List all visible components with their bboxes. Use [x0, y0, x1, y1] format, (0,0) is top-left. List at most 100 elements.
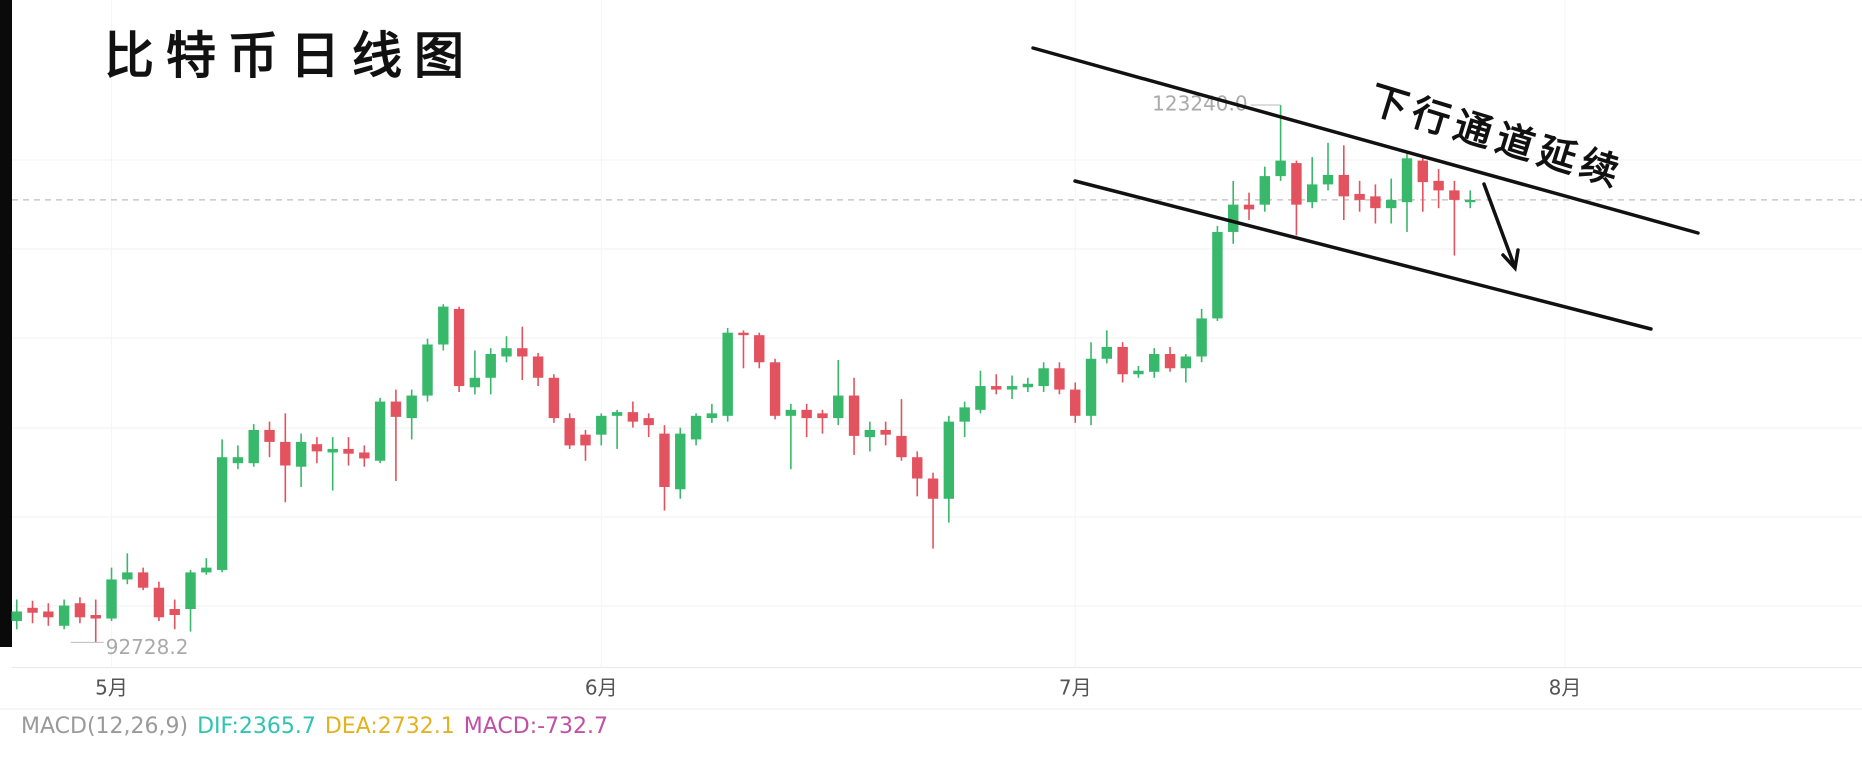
candle-body — [1275, 160, 1286, 177]
candle-body — [1243, 204, 1255, 210]
candle-body — [153, 587, 165, 618]
grid — [12, 159, 1862, 607]
x-tick-label: 8月 — [1549, 676, 1582, 700]
channel — [1031, 46, 1700, 331]
candle-body — [327, 448, 338, 453]
candle-body — [248, 429, 259, 464]
candle-body — [169, 609, 180, 616]
indicator-value: DIF:2365.7 — [197, 714, 316, 739]
candle-body — [90, 615, 101, 619]
candle-body — [232, 457, 244, 464]
candle-body — [548, 377, 560, 419]
candle-body — [943, 421, 955, 499]
indicator-value: DEA:2732.1 — [325, 714, 455, 739]
candle-body — [611, 412, 623, 416]
candle-body — [1164, 354, 1176, 369]
candle-body — [422, 344, 433, 396]
candle-body — [1307, 184, 1318, 203]
candle-body — [959, 407, 970, 422]
channel-upper — [1031, 46, 1700, 235]
candle-body — [1449, 190, 1460, 200]
candle-body — [896, 435, 907, 458]
candle-body — [517, 348, 528, 357]
candle-body — [485, 354, 496, 378]
candle-body — [1101, 346, 1113, 359]
arrow-shaft — [1482, 182, 1516, 267]
candle-body — [532, 356, 544, 378]
candle-body — [453, 308, 465, 387]
candle-body — [564, 418, 575, 446]
candle-body — [1196, 318, 1207, 357]
candle-body — [185, 572, 196, 610]
candle-body — [912, 457, 923, 479]
candle-body — [390, 401, 402, 417]
candle-body — [833, 395, 844, 419]
candle-body — [785, 409, 797, 416]
candle-body — [1464, 199, 1476, 203]
candle-body — [643, 418, 654, 426]
candle-body — [580, 434, 591, 446]
indicator-name: MACD(12,26,9) — [21, 714, 188, 739]
candle-body — [596, 415, 607, 435]
candle-body — [1338, 174, 1350, 197]
candle-body — [1212, 231, 1223, 319]
candle-body — [216, 457, 228, 570]
candle-body — [201, 567, 212, 573]
candle-body — [706, 413, 718, 419]
candle-body — [817, 413, 828, 419]
candle-body — [769, 362, 781, 416]
candle-body — [501, 348, 512, 357]
candle-body — [864, 429, 876, 438]
candle-body — [1180, 356, 1192, 369]
candle-body — [438, 306, 449, 345]
candle-body — [738, 332, 749, 336]
candle-body — [58, 605, 70, 626]
candle-body — [1022, 383, 1034, 388]
screen-edge — [0, 0, 12, 647]
candle-body — [1006, 386, 1018, 390]
arrow-head — [1501, 248, 1520, 272]
indicator-value: MACD:-732.7 — [464, 714, 608, 739]
candle-body — [122, 572, 133, 580]
x-tick-label: 7月 — [1059, 676, 1092, 700]
candle-body — [264, 429, 275, 442]
candle-body — [1228, 204, 1239, 232]
candle-body — [848, 395, 860, 436]
candle-body — [359, 452, 370, 459]
candle-body — [469, 377, 481, 388]
candle-body — [1070, 389, 1081, 416]
channel-lower — [1073, 179, 1653, 331]
candle-body — [311, 444, 323, 452]
candle-body — [374, 401, 386, 461]
candle-body — [1149, 354, 1160, 372]
candle-body — [1085, 358, 1097, 416]
candle-body — [1038, 368, 1049, 387]
x-tick-label: 5月 — [95, 676, 128, 700]
candle-body — [627, 412, 639, 422]
candle-body — [1370, 196, 1381, 209]
indicator-legend: MACD(12,26,9) DIF:2365.7 DEA:2732.1 MACD:-7… — [21, 714, 608, 739]
candle-body — [1322, 174, 1334, 185]
candle-body — [1385, 199, 1397, 209]
chart-title: 比特币日线图 — [104, 26, 476, 85]
candle-body — [1117, 346, 1128, 375]
candle-body — [27, 607, 38, 613]
candle-body — [690, 415, 702, 440]
candle-body — [1433, 180, 1444, 191]
candle-body — [74, 603, 86, 618]
candle-body — [754, 335, 765, 363]
x-tick-label: 6月 — [585, 676, 618, 700]
candle-body — [1054, 368, 1065, 390]
candle-body — [1401, 158, 1413, 203]
extreme-label: 92728.2 — [106, 635, 189, 659]
candle-body — [675, 433, 686, 490]
candle-body — [1291, 163, 1302, 205]
candle-body — [295, 441, 307, 467]
candle-body — [43, 611, 54, 618]
candle-body — [1417, 160, 1429, 183]
candle-body — [11, 611, 22, 622]
candle-body — [975, 386, 986, 410]
candle-body — [659, 433, 670, 487]
candle-body — [927, 478, 939, 499]
